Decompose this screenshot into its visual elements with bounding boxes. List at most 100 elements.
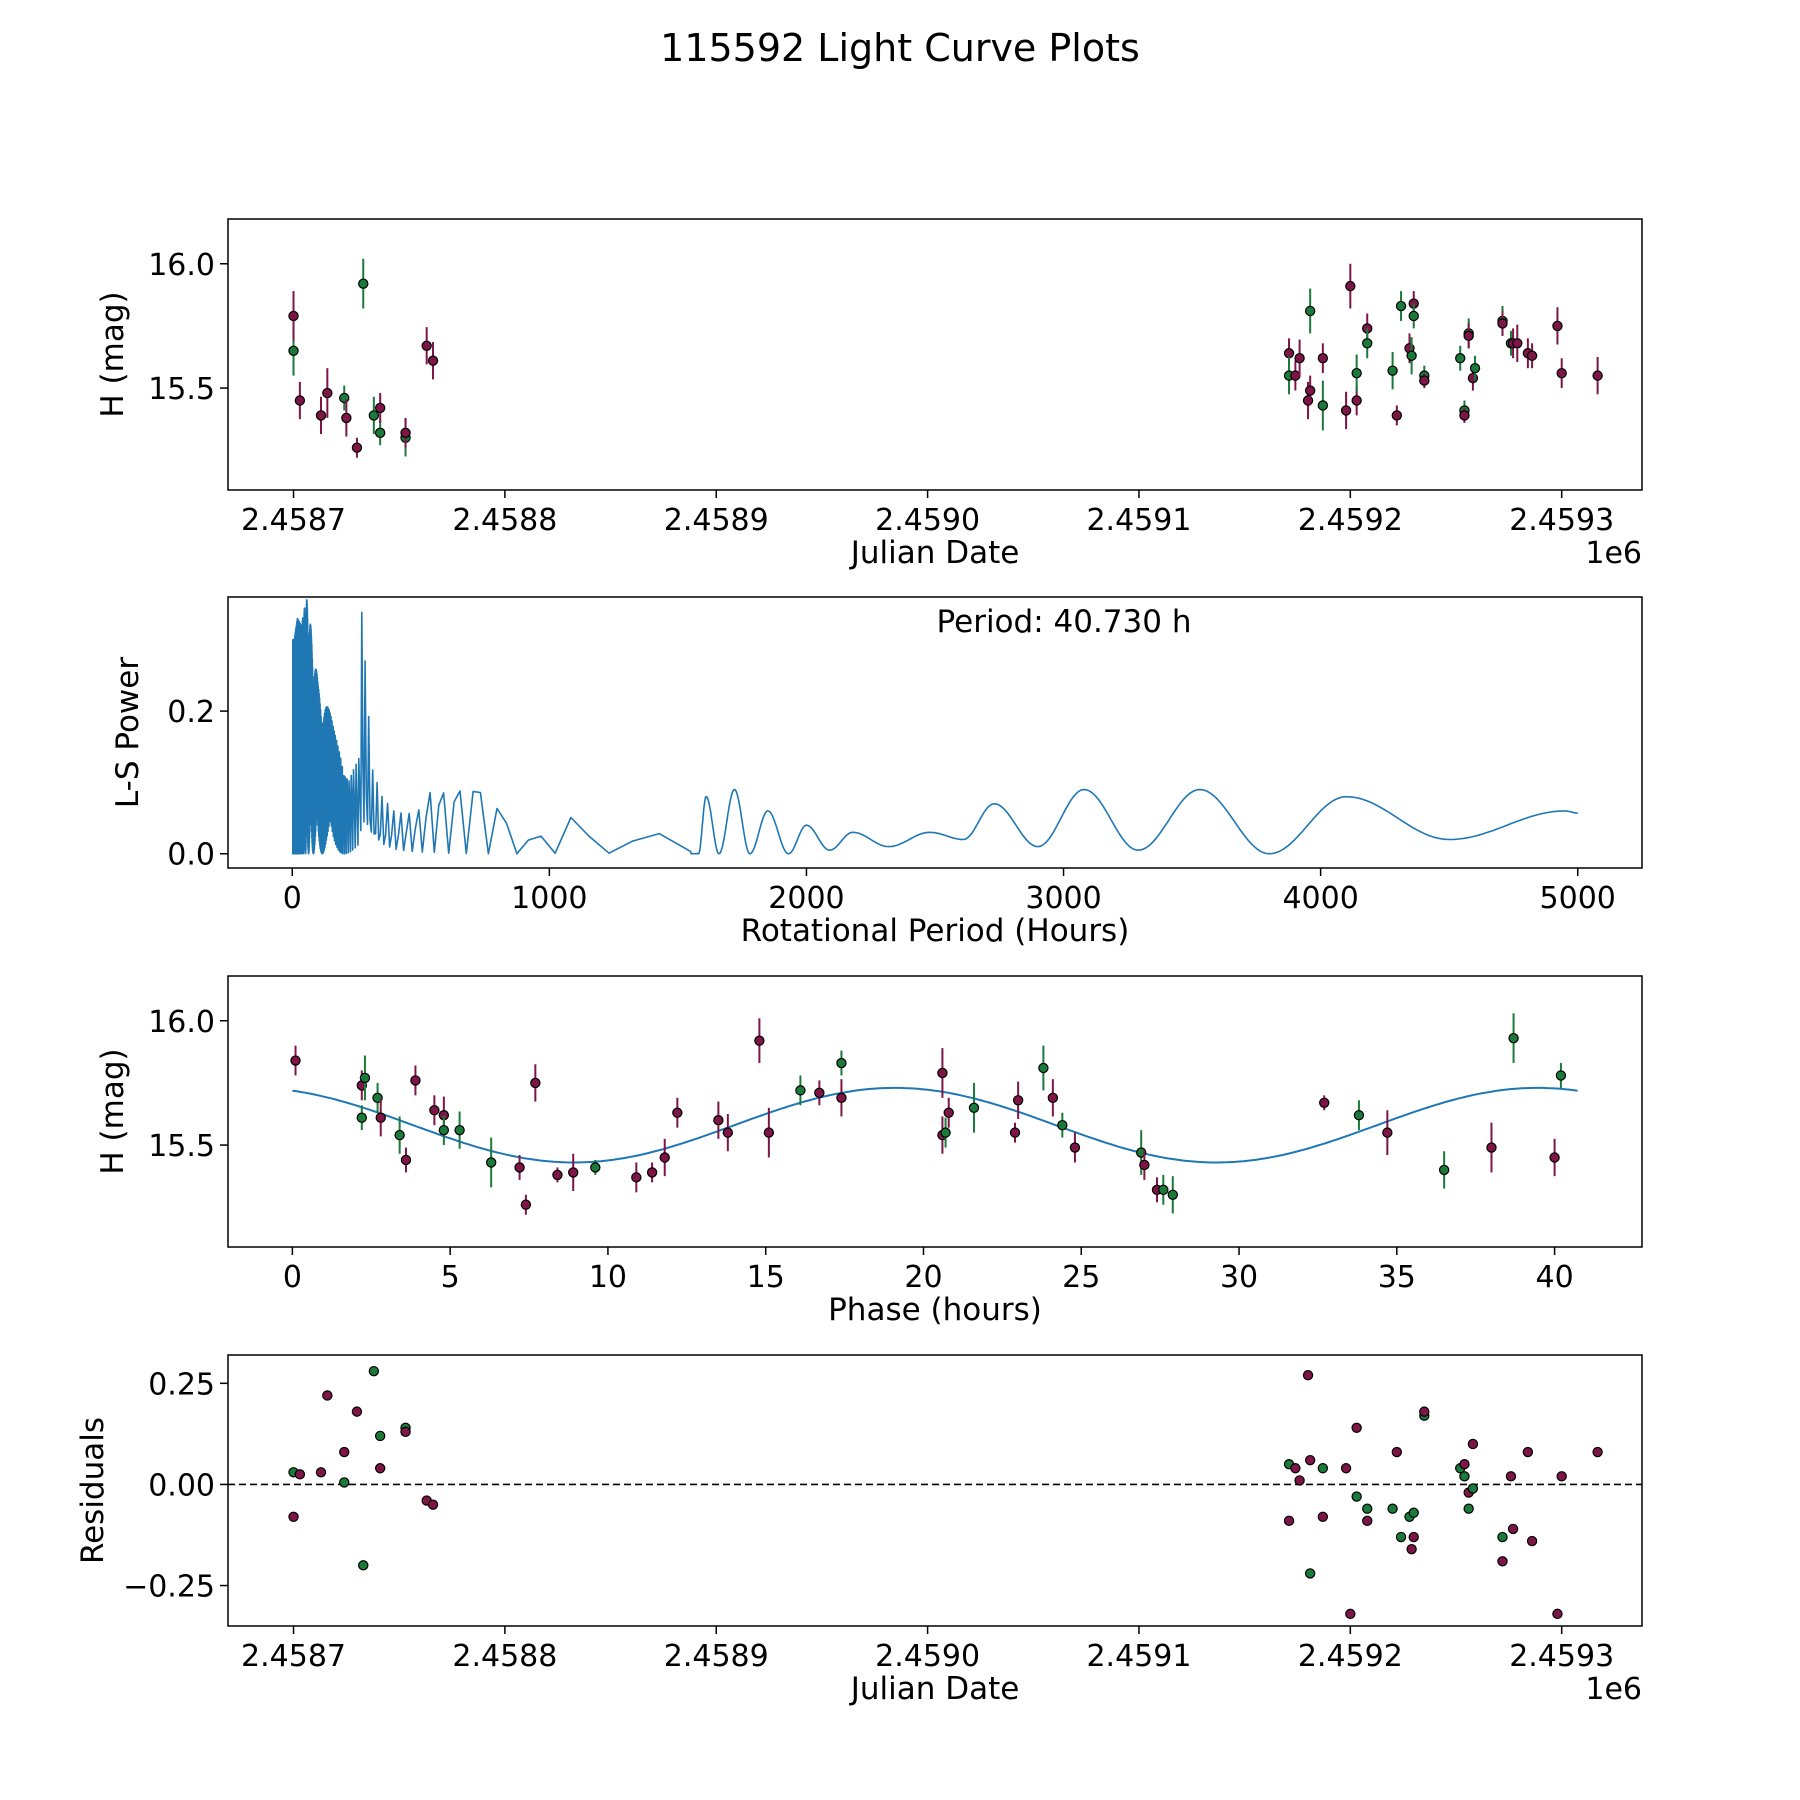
data-point (943, 1107, 954, 1118)
data-point (937, 1067, 948, 1079)
data-point (514, 1162, 525, 1173)
data-point (1069, 1142, 1081, 1153)
residual-point (1463, 1503, 1474, 1514)
data-point (1047, 1092, 1059, 1104)
residual-point (427, 1499, 439, 1510)
data-point (1419, 375, 1430, 386)
x-tick-label: 10 (589, 1260, 627, 1295)
x-tick-label: 5 (441, 1260, 460, 1295)
y-tick-label: 0.25 (148, 1367, 215, 1402)
residual-point (322, 1390, 333, 1401)
y-tick-label: 16.0 (148, 1005, 215, 1040)
data-point (836, 1092, 847, 1104)
residual-point (351, 1406, 363, 1417)
data-point (359, 1072, 371, 1084)
data-point (1592, 370, 1603, 381)
data-point (646, 1167, 658, 1178)
residual-point (1459, 1471, 1470, 1482)
residual-point (1395, 1531, 1407, 1543)
residual-point (1497, 1556, 1508, 1567)
residual-point (1304, 1454, 1316, 1466)
y-tick-label: 0.0 (167, 838, 215, 873)
data-point (339, 392, 350, 404)
data-point (552, 1169, 563, 1181)
x-axis-label: Julian Date (849, 1671, 1020, 1707)
data-point (1351, 395, 1362, 406)
x-tick-label: 2.4588 (452, 503, 557, 538)
x-tick-label: 2.4590 (875, 503, 980, 538)
data-point (1317, 353, 1329, 364)
data-point (530, 1077, 541, 1089)
data-point (1340, 405, 1352, 416)
x-tick-label: 3000 (1025, 881, 1101, 916)
y-tick-label: −0.25 (123, 1570, 215, 1605)
data-point (520, 1199, 532, 1210)
residual-point (1467, 1483, 1479, 1494)
data-point (814, 1087, 825, 1099)
x-tick-label: 2.4593 (1509, 503, 1614, 538)
residual-point (374, 1430, 386, 1442)
residual-point (1351, 1422, 1362, 1434)
data-point (341, 412, 352, 424)
residual-point (1317, 1463, 1329, 1474)
data-point (1009, 1127, 1021, 1138)
x-tick-label: 40 (1535, 1260, 1573, 1295)
x-tick-label: 2.4589 (664, 1639, 769, 1674)
x-tick-label: 30 (1220, 1260, 1258, 1295)
y-tick-label: 0.00 (148, 1468, 215, 1503)
x-tick-label: 2.4591 (1086, 503, 1191, 538)
x-tick-label: 2.4590 (875, 1639, 980, 1674)
y-axis-label: H (mag) (95, 291, 131, 417)
x-tick-label: 2.4592 (1298, 503, 1403, 538)
data-point (322, 387, 333, 399)
axes-frame (227, 1354, 1643, 1627)
data-point (358, 278, 369, 289)
residual-point (1505, 1471, 1517, 1482)
axes-frame (227, 596, 1643, 869)
data-point (374, 427, 386, 439)
data-point (763, 1127, 775, 1138)
residual-point (288, 1511, 299, 1522)
x-offset-label: 1e6 (1585, 536, 1642, 571)
x-tick-label: 1000 (511, 881, 587, 916)
data-point (1139, 1159, 1150, 1171)
data-point (290, 1055, 301, 1066)
data-point (1362, 338, 1373, 349)
data-point (722, 1127, 734, 1138)
x-tick-label: 0 (283, 1260, 302, 1295)
data-point (400, 1154, 412, 1166)
data-point (1038, 1062, 1049, 1074)
x-axis-label: Phase (hours) (828, 1292, 1042, 1328)
data-point (1556, 367, 1567, 379)
data-point (672, 1107, 683, 1118)
x-tick-label: 15 (747, 1260, 785, 1295)
x-tick-label: 2.4589 (664, 503, 769, 538)
periodogram-line (292, 599, 1578, 855)
figure-title: 115592 Light Curve Plots (660, 26, 1140, 70)
data-point (400, 427, 411, 439)
data-point (1395, 300, 1407, 312)
data-point (568, 1167, 579, 1178)
x-tick-label: 2.4592 (1298, 1639, 1403, 1674)
data-point (659, 1152, 670, 1163)
data-point (1304, 385, 1316, 396)
residual-point (339, 1477, 350, 1488)
data-point (1555, 1070, 1567, 1081)
data-point (795, 1085, 806, 1096)
data-point (1158, 1184, 1169, 1196)
x-tick-label: 2.4587 (241, 503, 346, 538)
period-annotation: Period: 40.730 h (937, 604, 1192, 640)
residual-point (1497, 1531, 1508, 1543)
residual-point (1317, 1511, 1329, 1522)
residual-point (1283, 1515, 1295, 1527)
data-point (1290, 370, 1301, 381)
data-point (429, 1105, 440, 1116)
x-tick-label: 2.4587 (241, 1639, 346, 1674)
data-point (1302, 395, 1314, 406)
data-point (1167, 1189, 1178, 1200)
data-point (394, 1129, 405, 1141)
residual-point (1340, 1463, 1352, 1474)
x-tick-label: 4000 (1282, 881, 1358, 916)
data-point (1486, 1142, 1497, 1153)
residual-point (1302, 1370, 1314, 1381)
